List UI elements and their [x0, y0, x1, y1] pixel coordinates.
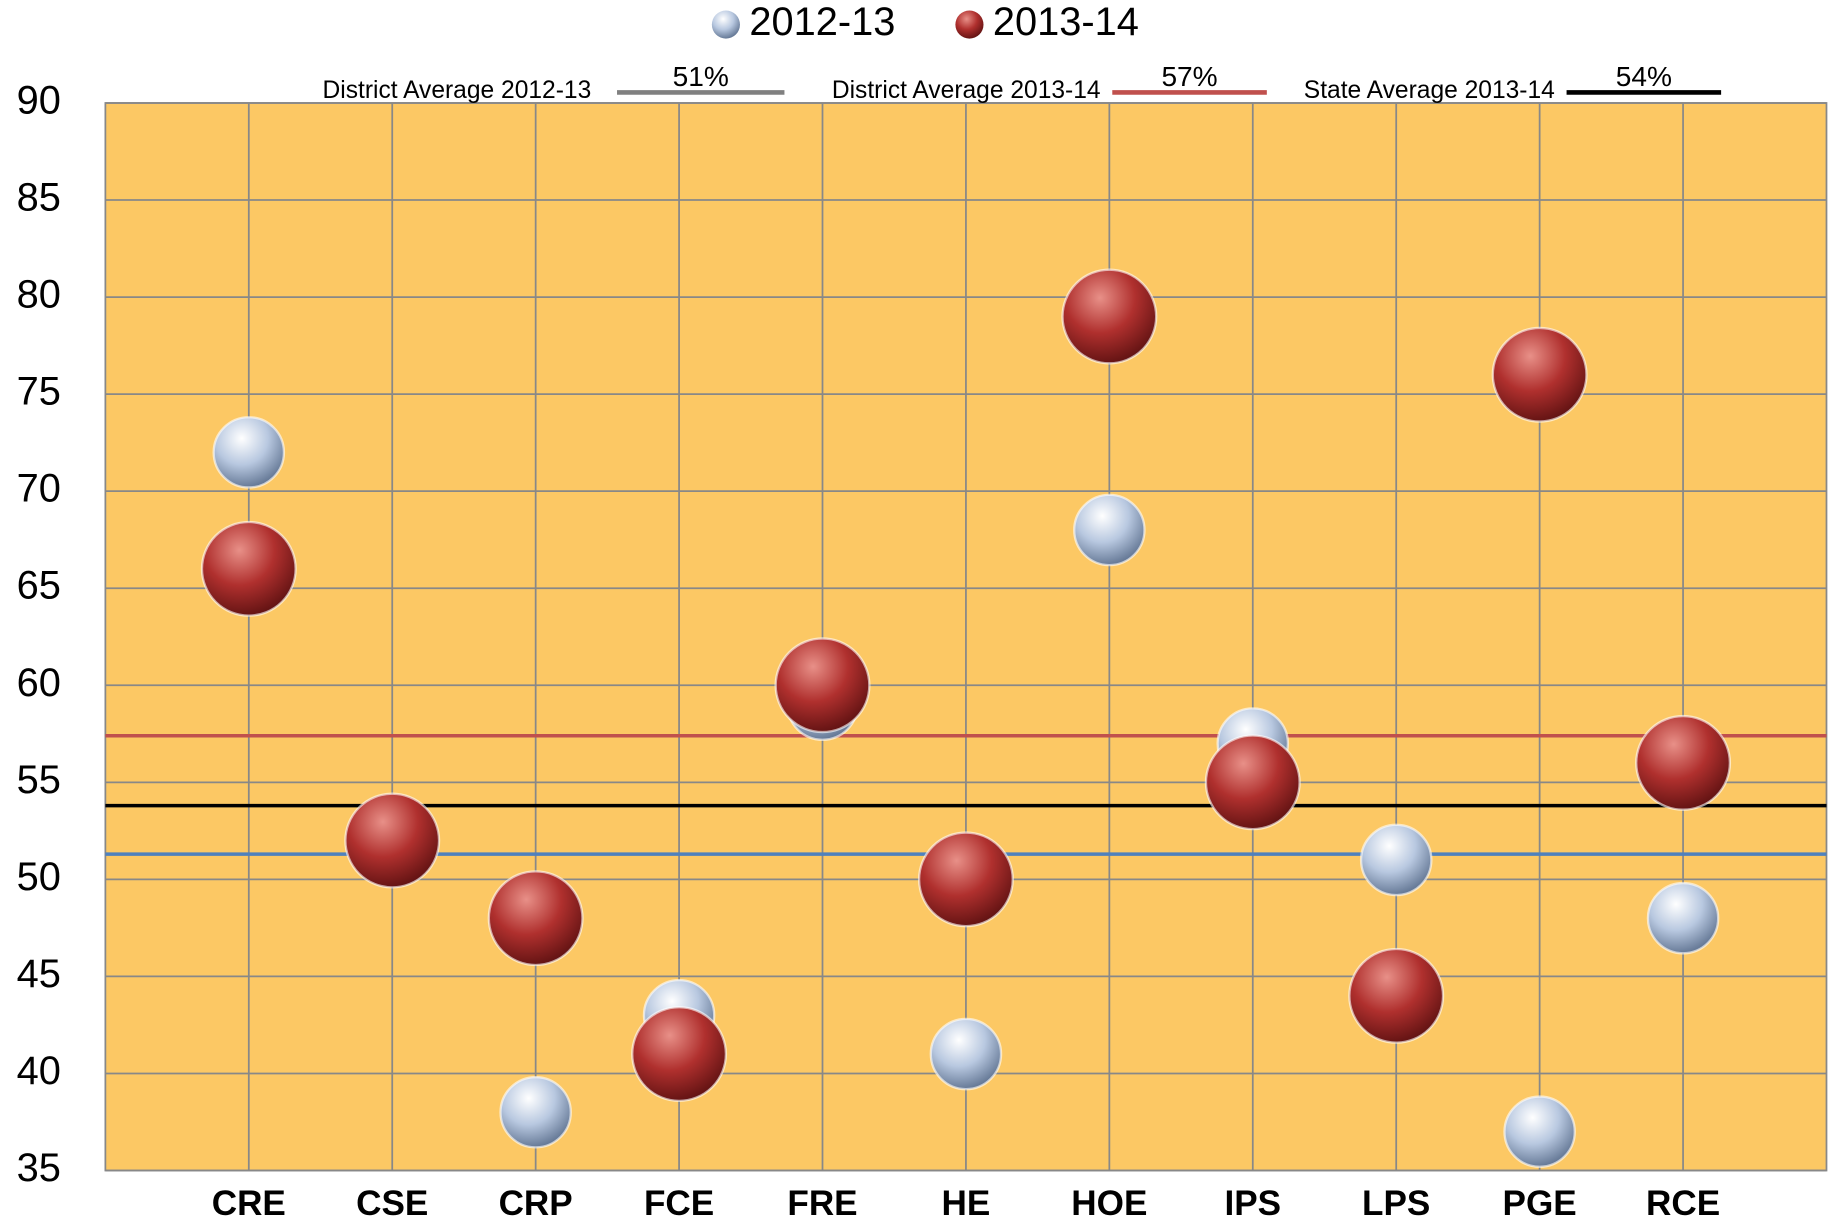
y-tick-label: 55	[17, 758, 61, 802]
bubble	[344, 792, 441, 889]
x-tick-label: PGE	[1503, 1184, 1577, 1222]
y-tick-label: 80	[17, 273, 61, 317]
bubble	[212, 416, 286, 489]
legend-marker	[711, 10, 740, 39]
x-tick-label: RCE	[1646, 1184, 1720, 1222]
x-tick-label: FRE	[787, 1184, 857, 1222]
y-tick-label: 65	[17, 564, 61, 608]
bubble	[1491, 326, 1588, 423]
reference-value-label: 54%	[1616, 61, 1672, 92]
y-tick-label: 45	[17, 952, 61, 996]
bubble	[487, 870, 584, 967]
y-tick-label: 75	[17, 370, 61, 414]
reference-legend-label: District Average 2013-14	[832, 77, 1101, 104]
legend-marker	[955, 10, 984, 39]
bubble	[1503, 1095, 1576, 1168]
y-tick-label: 60	[17, 661, 61, 705]
bubble	[917, 831, 1014, 928]
y-tick-label: 85	[17, 176, 61, 220]
bubble	[1646, 881, 1720, 955]
x-tick-label: HOE	[1071, 1184, 1147, 1222]
y-tick-label: 35	[17, 1146, 61, 1190]
bubble	[499, 1075, 572, 1149]
bubble	[1204, 734, 1301, 831]
reference-value-label: 57%	[1161, 61, 1217, 92]
y-tick-label: 50	[17, 855, 61, 899]
reference-value-label: 51%	[673, 61, 729, 92]
legend-label: 2012-13	[749, 0, 895, 44]
x-tick-label: IPS	[1224, 1184, 1281, 1222]
bubble	[1073, 493, 1146, 567]
legend-label: 2013-14	[993, 0, 1139, 44]
x-tick-label: HE	[942, 1184, 991, 1222]
reference-legend-label: District Average 2012-13	[323, 77, 592, 104]
bubble	[631, 1006, 728, 1103]
bubble	[200, 520, 297, 617]
bubble	[1359, 823, 1433, 897]
bubble	[1635, 714, 1732, 811]
x-tick-label: CSE	[356, 1184, 428, 1222]
y-tick-label: 70	[17, 467, 61, 511]
x-tick-label: FCE	[644, 1184, 714, 1222]
bubble	[774, 637, 871, 734]
bubble	[929, 1017, 1003, 1091]
reference-legend-label: State Average 2013-14	[1304, 77, 1555, 104]
y-tick-label: 90	[17, 79, 61, 123]
x-tick-label: CRP	[499, 1184, 573, 1222]
y-tick-label: 40	[17, 1049, 61, 1093]
bubble	[1348, 947, 1445, 1044]
x-tick-label: LPS	[1362, 1184, 1430, 1222]
x-tick-label: CRE	[212, 1184, 286, 1222]
bubble	[1061, 268, 1158, 365]
